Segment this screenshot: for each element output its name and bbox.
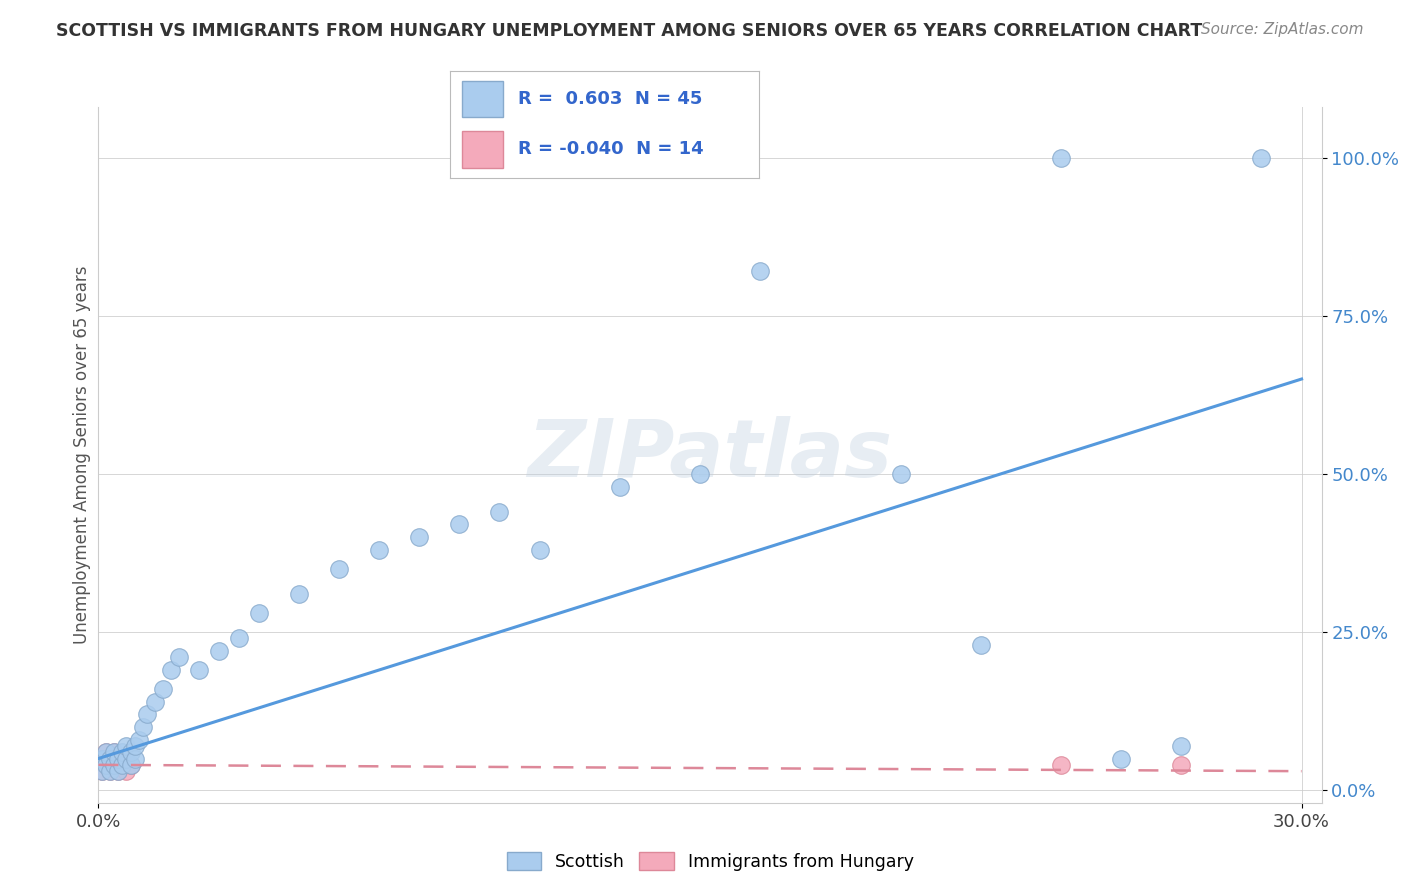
Point	[408, 530, 430, 544]
Point	[689, 467, 711, 481]
Point	[103, 745, 125, 759]
Point	[208, 644, 231, 658]
Point	[488, 505, 510, 519]
Point	[111, 757, 134, 772]
Point	[1050, 757, 1073, 772]
Point	[100, 764, 122, 779]
Point	[91, 751, 114, 765]
Point	[889, 467, 911, 481]
Text: R =  0.603  N = 45: R = 0.603 N = 45	[517, 90, 703, 108]
Point	[124, 751, 146, 765]
Point	[111, 745, 134, 759]
Point	[115, 764, 138, 779]
Point	[1250, 151, 1272, 165]
Point	[107, 751, 129, 765]
Point	[96, 757, 118, 772]
Point	[103, 757, 125, 772]
Point	[609, 479, 631, 493]
Point	[120, 757, 142, 772]
Point	[368, 542, 391, 557]
Point	[91, 751, 114, 765]
Point	[115, 739, 138, 753]
Point	[970, 638, 993, 652]
Point	[111, 757, 134, 772]
Point	[96, 757, 118, 772]
Point	[120, 757, 142, 772]
Point	[1170, 757, 1192, 772]
Point	[449, 517, 471, 532]
Point	[100, 764, 122, 779]
Point	[228, 632, 250, 646]
Point	[143, 695, 166, 709]
Point	[749, 264, 772, 278]
Point	[167, 650, 190, 665]
Point	[115, 751, 138, 765]
Point	[1109, 751, 1132, 765]
Point	[187, 663, 209, 677]
Point	[103, 745, 125, 759]
Point	[91, 764, 114, 779]
Point	[328, 562, 350, 576]
Point	[100, 751, 122, 765]
FancyBboxPatch shape	[463, 81, 502, 118]
Point	[159, 663, 181, 677]
Text: Source: ZipAtlas.com: Source: ZipAtlas.com	[1201, 22, 1364, 37]
Point	[96, 745, 118, 759]
Point	[131, 720, 153, 734]
Text: R = -0.040  N = 14: R = -0.040 N = 14	[517, 141, 703, 159]
Text: SCOTTISH VS IMMIGRANTS FROM HUNGARY UNEMPLOYMENT AMONG SENIORS OVER 65 YEARS COR: SCOTTISH VS IMMIGRANTS FROM HUNGARY UNEM…	[56, 22, 1202, 40]
FancyBboxPatch shape	[463, 131, 502, 168]
Point	[107, 764, 129, 779]
Point	[1050, 151, 1073, 165]
Point	[135, 707, 157, 722]
Text: ZIPatlas: ZIPatlas	[527, 416, 893, 494]
Point	[103, 757, 125, 772]
Point	[91, 764, 114, 779]
Point	[288, 587, 311, 601]
Point	[247, 606, 270, 620]
Legend: Scottish, Immigrants from Hungary: Scottish, Immigrants from Hungary	[506, 852, 914, 871]
Point	[96, 745, 118, 759]
Point	[152, 681, 174, 696]
Y-axis label: Unemployment Among Seniors over 65 years: Unemployment Among Seniors over 65 years	[73, 266, 91, 644]
Point	[128, 732, 150, 747]
Point	[124, 739, 146, 753]
Point	[100, 751, 122, 765]
Point	[1170, 739, 1192, 753]
Point	[107, 764, 129, 779]
Point	[120, 745, 142, 759]
Point	[529, 542, 551, 557]
